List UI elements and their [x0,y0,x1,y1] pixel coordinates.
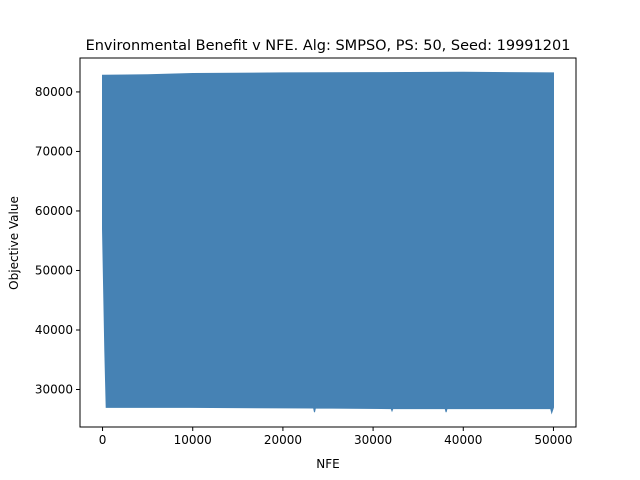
x-tick-label: 40000 [444,433,482,447]
y-tick-label: 30000 [35,383,73,397]
x-tick-label: 20000 [264,433,302,447]
x-tick-label: 30000 [354,433,392,447]
axes: 0 10000 20000 30000 40000 50000 30000 40000 5000… [35,57,577,447]
y-tick-label: 60000 [35,204,73,218]
y-tick-label: 40000 [35,323,73,337]
series-band-0 [102,71,554,415]
x-axis-label: NFE [316,457,339,471]
x-tick-label: 0 [99,433,107,447]
x-tick-label: 50000 [534,433,572,447]
y-axis-label: Objective Value [7,196,21,290]
x-tick-label: 10000 [174,433,212,447]
axes-frame [79,57,577,428]
plot-area [102,71,554,415]
y-tick-label: 50000 [35,263,73,277]
y-tick-label: 70000 [35,144,73,158]
chart-title: Environmental Benefit v NFE. Alg: SMPSO,… [86,38,571,54]
y-tick-label: 80000 [35,85,73,99]
